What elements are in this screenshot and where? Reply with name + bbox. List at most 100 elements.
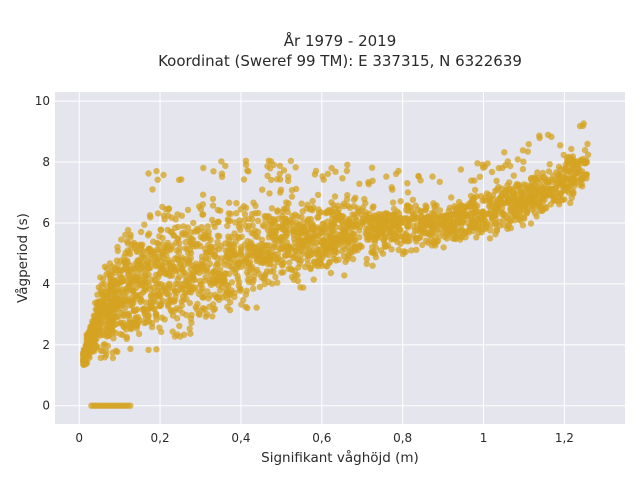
data-point: [132, 292, 139, 299]
data-point: [252, 233, 259, 240]
data-point: [144, 314, 152, 322]
data-point: [109, 329, 116, 336]
data-point: [163, 252, 170, 259]
data-point: [171, 264, 178, 271]
data-point: [283, 245, 290, 252]
data-point: [307, 220, 314, 228]
data-point: [247, 239, 254, 246]
data-point: [107, 277, 114, 284]
data-point: [264, 172, 271, 179]
data-point: [209, 195, 217, 203]
data-point: [300, 284, 307, 291]
data-point: [145, 265, 153, 272]
data-point: [371, 239, 378, 246]
data-point: [246, 244, 253, 251]
data-point: [331, 193, 339, 200]
data-point: [428, 242, 436, 249]
data-point: [317, 209, 324, 216]
data-point: [177, 261, 184, 268]
data-point: [312, 167, 320, 175]
data-point: [533, 213, 540, 220]
data-point: [104, 303, 111, 310]
data-point: [154, 239, 161, 247]
data-point: [221, 261, 228, 268]
data-point: [261, 274, 268, 282]
data-point: [276, 170, 283, 178]
data-point: [159, 234, 166, 242]
data-point: [188, 229, 195, 236]
data-point: [104, 324, 111, 331]
data-point: [129, 297, 136, 305]
data-point: [245, 215, 252, 223]
data-point: [493, 227, 501, 234]
data-point: [148, 251, 156, 258]
data-point: [467, 199, 475, 206]
data-point: [309, 197, 316, 205]
data-point: [138, 245, 145, 253]
data-point: [519, 147, 527, 154]
data-point: [194, 300, 201, 308]
data-point: [404, 222, 411, 229]
data-point: [145, 271, 152, 278]
data-point: [185, 282, 192, 290]
data-point: [145, 170, 152, 177]
data-point: [179, 231, 187, 238]
data-point: [547, 201, 554, 208]
data-point: [475, 222, 483, 230]
data-point: [217, 207, 224, 214]
data-point: [105, 270, 113, 277]
chart-title-line1: År 1979 - 2019: [284, 31, 397, 50]
data-point: [527, 220, 535, 227]
x-tick-labels: 0 0,2 0,4 0,6 0,8 1 1,2: [75, 431, 573, 445]
data-point: [430, 211, 438, 218]
data-point: [254, 217, 262, 224]
data-point: [314, 191, 322, 199]
data-point: [116, 296, 124, 303]
data-point: [149, 186, 156, 193]
data-point: [253, 304, 260, 311]
data-point: [343, 196, 351, 203]
data-point: [291, 267, 299, 274]
data-point: [117, 274, 125, 281]
data-point: [498, 211, 506, 218]
data-point: [279, 225, 286, 233]
data-point: [188, 319, 195, 327]
data-point: [326, 232, 333, 240]
data-point: [560, 151, 567, 159]
data-point: [516, 201, 523, 208]
data-points: [80, 120, 592, 409]
data-point: [165, 206, 172, 213]
data-point: [303, 251, 310, 258]
data-point: [130, 239, 138, 247]
data-point: [178, 254, 186, 261]
data-point: [423, 221, 430, 229]
data-point: [563, 175, 570, 183]
data-point: [163, 271, 170, 278]
data-point: [410, 232, 417, 239]
data-point: [527, 198, 535, 205]
data-point: [365, 181, 372, 188]
data-point: [101, 341, 108, 348]
data-point: [213, 294, 220, 301]
data-point: [274, 250, 281, 257]
data-point: [236, 217, 243, 224]
data-point: [268, 205, 276, 212]
data-point: [354, 205, 361, 212]
x-tick-label: 1: [480, 431, 488, 445]
data-point: [141, 279, 149, 286]
data-point: [584, 151, 592, 158]
data-point: [226, 246, 233, 254]
data-point: [493, 177, 500, 184]
data-point: [266, 231, 273, 238]
data-point: [156, 246, 163, 254]
data-point: [103, 265, 111, 272]
data-point: [153, 167, 160, 175]
data-point: [182, 272, 189, 279]
data-point: [466, 222, 474, 230]
data-point: [197, 205, 205, 213]
data-point: [208, 250, 216, 258]
data-point: [249, 210, 256, 218]
data-point: [141, 306, 148, 313]
data-point: [475, 211, 482, 218]
data-point: [284, 251, 292, 258]
